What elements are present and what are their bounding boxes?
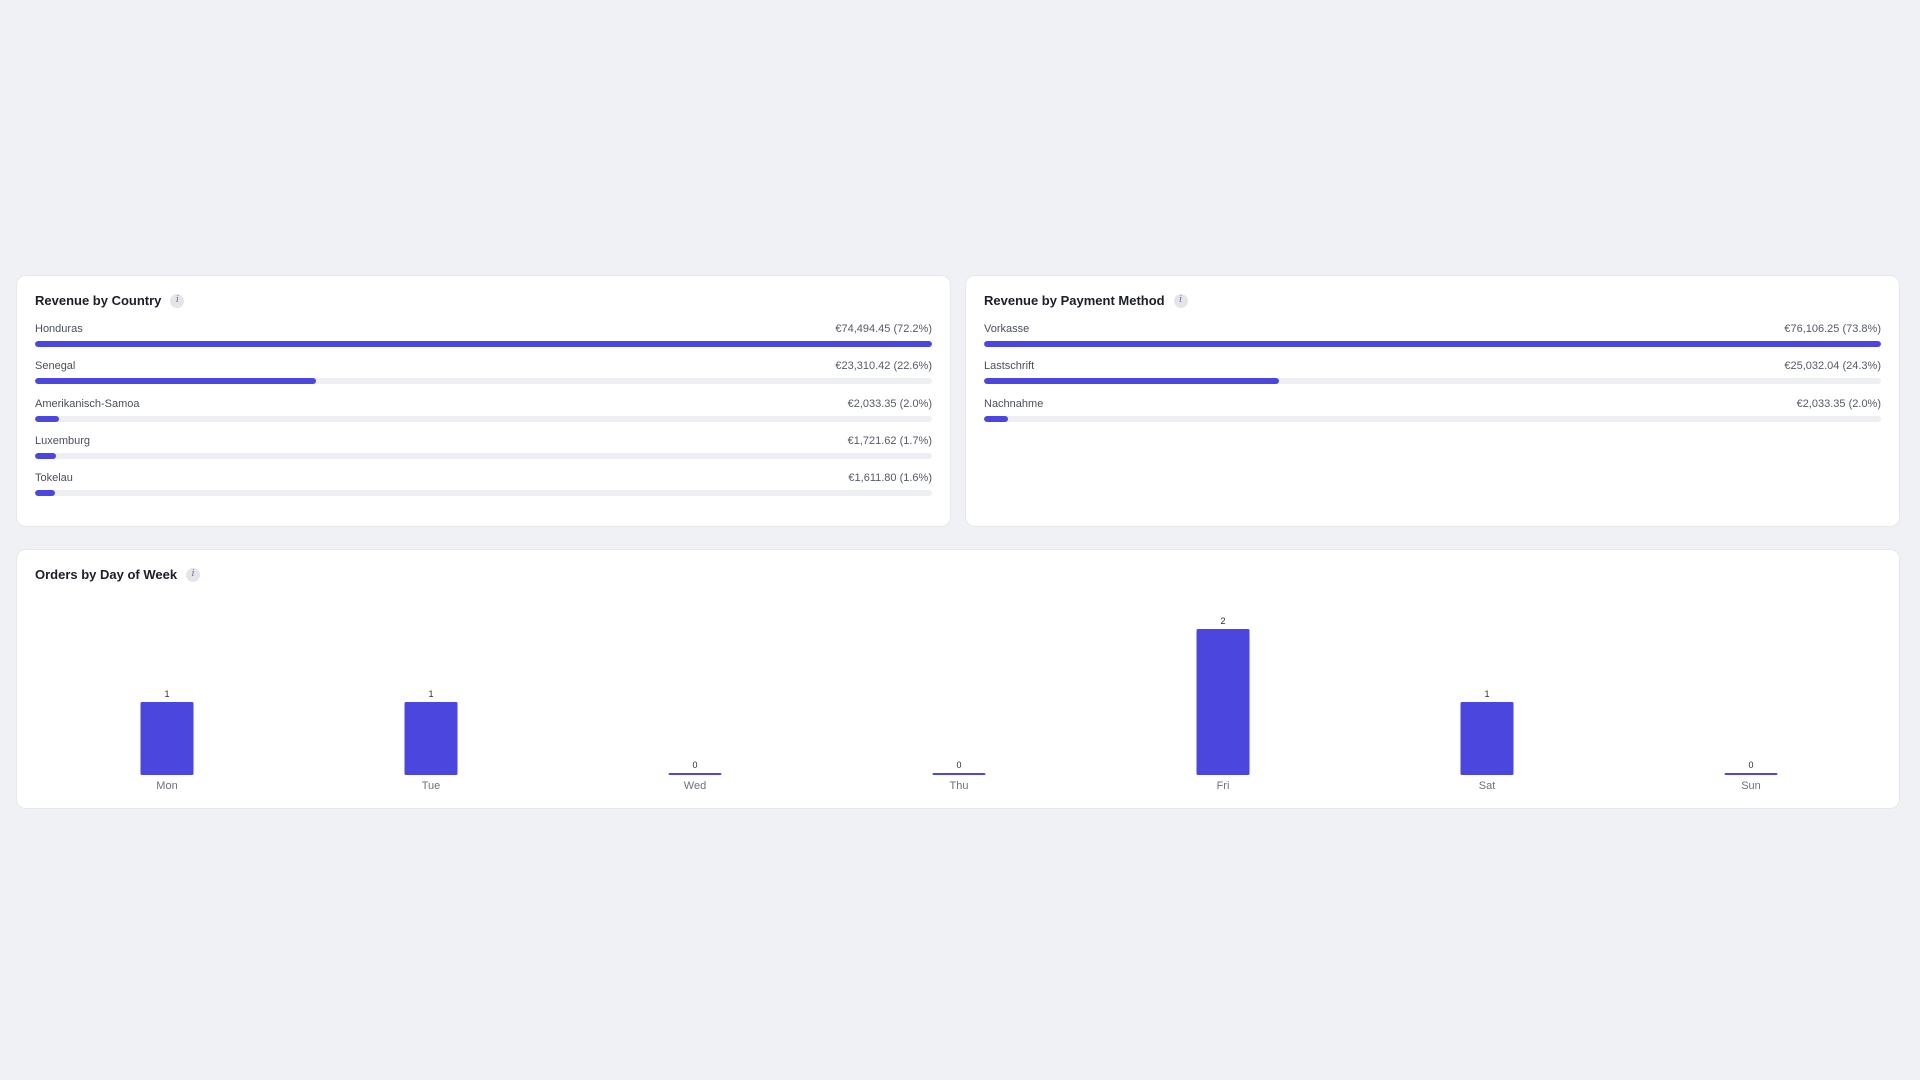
card-header: Orders by Day of Week i	[35, 567, 201, 582]
revenue-by-payment-method-card: Revenue by Payment Method i Vorkasse €76,…	[965, 275, 1900, 527]
bar-row-label: Senegal	[35, 360, 76, 373]
orders-by-day-chart: 1 Mon 1 Tue 0 Wed 0 Thu 2 Fri 1 Sat 0 Sun	[140, 616, 1778, 792]
bar-row-value: €2,033.35 (2.0%)	[1796, 397, 1881, 410]
bar-fill	[984, 415, 1009, 422]
bar-row: Vorkasse €76,106.25 (73.8%)	[984, 322, 1881, 359]
bar-row-value: €25,032.04 (24.3%)	[1784, 360, 1881, 373]
bar-row-header: Nachnahme €2,033.35 (2.0%)	[984, 397, 1881, 412]
card-title: Revenue by Country	[35, 293, 162, 308]
revenue-by-country-card: Revenue by Country i Honduras €74,494.45 …	[16, 275, 951, 527]
x-tick-label: Sat	[1479, 780, 1496, 792]
bar-wed[interactable]	[668, 773, 722, 775]
bar-track	[984, 415, 1881, 422]
orders-by-day-of-week-card: Orders by Day of Week i 1 Mon 1 Tue 0 Wed 0 Thu…	[16, 549, 1900, 809]
bar-value-label: 1	[428, 689, 433, 699]
bar-row-label: Honduras	[35, 323, 83, 335]
bar-row-value: €23,310.42 (22.6%)	[835, 360, 932, 373]
bar-fill	[984, 341, 1881, 347]
bar-row-label: Lastschrift	[984, 360, 1035, 373]
info-icon[interactable]: i	[170, 293, 185, 308]
card-title: Revenue by Payment Method	[984, 293, 1165, 308]
bar-value-label: 1	[164, 689, 169, 699]
card-header: Revenue by Country i	[35, 293, 185, 308]
bar-row: Nachnahme €2,033.35 (2.0%)	[984, 397, 1881, 434]
bar-fill	[35, 490, 55, 497]
bar-value-label: 0	[1748, 760, 1753, 770]
bar-fill	[35, 415, 60, 422]
bar-row-header: Luxemburg €1,721.62 (1.7%)	[35, 434, 932, 449]
card-title: Orders by Day of Week	[35, 567, 178, 582]
bar-row-label: Amerikanisch-Samoa	[35, 397, 140, 410]
bar-row-label: Vorkasse	[984, 323, 1030, 335]
info-icon[interactable]: i	[186, 567, 201, 582]
bar-row: Tokelau €1,611.80 (1.6%)	[35, 471, 932, 508]
x-tick-label: Sun	[1741, 780, 1761, 792]
bar-track	[35, 341, 932, 347]
bar-row-label: Luxemburg	[35, 434, 91, 447]
bar-value-label: 1	[1484, 689, 1489, 699]
bar-row-header: Senegal €23,310.42 (22.6%)	[35, 359, 932, 374]
bar-track	[35, 452, 932, 459]
bar-row: Lastschrift €25,032.04 (24.3%)	[984, 359, 1881, 396]
x-tick-label: Wed	[684, 780, 706, 792]
bar-track	[35, 490, 932, 497]
bar-row: Senegal €23,310.42 (22.6%)	[35, 359, 932, 396]
bar-value-label: 0	[956, 760, 961, 770]
bar-row-header: Lastschrift €25,032.04 (24.3%)	[984, 359, 1881, 374]
bar-value-label: 2	[1220, 616, 1225, 626]
bar-track	[35, 378, 932, 385]
payment-bar-list: Vorkasse €76,106.25 (73.8%) Lastschrift €25…	[984, 322, 1881, 434]
bar-fill	[35, 341, 932, 347]
country-bar-list: Honduras €74,494.45 (72.2%) Senegal €23,310…	[35, 322, 932, 508]
bar-fill	[35, 452, 56, 459]
bar-fri[interactable]	[1196, 629, 1250, 775]
bar-row-label: Tokelau	[35, 472, 73, 485]
bar-sat[interactable]	[1460, 702, 1514, 775]
bar-row: Honduras €74,494.45 (72.2%)	[35, 322, 932, 359]
x-tick-label: Tue	[422, 780, 441, 792]
x-tick-label: Fri	[1217, 780, 1230, 792]
card-header: Revenue by Payment Method i	[984, 293, 1188, 308]
bar-track	[35, 415, 932, 422]
bar-row-value: €1,611.80 (1.6%)	[848, 472, 932, 485]
bar-row-header: Vorkasse €76,106.25 (73.8%)	[984, 322, 1881, 337]
bar-row-header: Amerikanisch-Samoa €2,033.35 (2.0%)	[35, 397, 932, 412]
bar-sun[interactable]	[1724, 773, 1778, 775]
bar-value-label: 0	[692, 760, 697, 770]
bar-row-header: Tokelau €1,611.80 (1.6%)	[35, 471, 932, 486]
bar-row-value: €74,494.45 (72.2%)	[835, 323, 932, 335]
bar-track	[984, 378, 1881, 385]
bar-row: Luxemburg €1,721.62 (1.7%)	[35, 434, 932, 471]
bar-row: Amerikanisch-Samoa €2,033.35 (2.0%)	[35, 397, 932, 434]
bar-row-label: Nachnahme	[984, 397, 1044, 410]
bar-tue[interactable]	[404, 702, 458, 775]
info-icon[interactable]: i	[1173, 293, 1188, 308]
bar-row-value: €2,033.35 (2.0%)	[847, 397, 932, 410]
bar-fill	[35, 378, 316, 385]
bar-row-header: Honduras €74,494.45 (72.2%)	[35, 322, 932, 337]
bar-row-value: €1,721.62 (1.7%)	[847, 434, 932, 447]
bar-row-value: €76,106.25 (73.8%)	[1784, 323, 1881, 335]
bar-thu[interactable]	[932, 773, 986, 775]
bar-fill	[984, 378, 1280, 385]
bar-track	[984, 341, 1881, 347]
bar-mon[interactable]	[140, 702, 194, 775]
x-tick-label: Mon	[156, 780, 177, 792]
x-tick-label: Thu	[950, 780, 969, 792]
